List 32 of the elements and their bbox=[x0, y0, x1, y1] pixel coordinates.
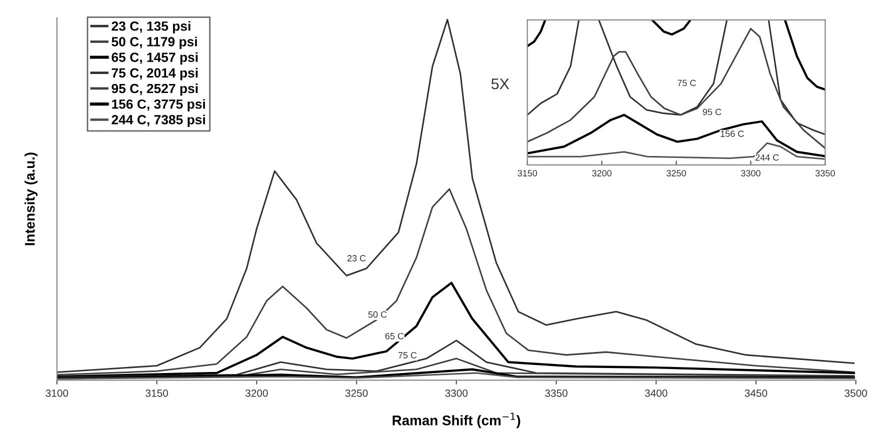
x-axis-title: Raman Shift (cm$^{−1}$) bbox=[392, 412, 520, 428]
x-tick-label: 3250 bbox=[666, 170, 686, 176]
annotation: 244 C bbox=[756, 154, 779, 161]
legend-label: 95 C, 2527 psi bbox=[112, 83, 198, 96]
annotation: 95 C bbox=[702, 108, 722, 116]
x-tick-label: 3200 bbox=[592, 170, 612, 176]
annotation: 75 C bbox=[678, 80, 696, 86]
annotation: 5X bbox=[491, 78, 510, 90]
x-tick-label: 3450 bbox=[744, 389, 768, 397]
x-tick-label: 3350 bbox=[815, 170, 835, 176]
annotation: 156 C bbox=[720, 130, 744, 137]
annotation: 65 C bbox=[385, 332, 404, 340]
x-tick-label: 3500 bbox=[844, 389, 868, 397]
legend-label: 75 C, 2014 psi bbox=[112, 68, 198, 80]
x-tick-label: 3150 bbox=[518, 170, 538, 176]
annotation: 23 C bbox=[347, 255, 366, 262]
y-axis-title: Intensity (a.u.) bbox=[24, 152, 38, 246]
x-tick-label: 3150 bbox=[146, 389, 168, 397]
legend-label: 244 C, 7385 psi bbox=[112, 114, 205, 127]
legend-label: 23 C, 135 psi bbox=[112, 21, 190, 34]
legend-label: 156 C, 3775 psi bbox=[112, 99, 205, 112]
legend-label: 50 C, 1179 psi bbox=[112, 36, 197, 49]
x-tick-label: 3350 bbox=[545, 389, 568, 397]
x-tick-label: 3250 bbox=[345, 389, 368, 397]
x-tick-label: 3100 bbox=[46, 389, 68, 397]
x-tick-label: 3300 bbox=[741, 170, 760, 176]
x-tick-label: 3400 bbox=[644, 389, 668, 397]
annotation: 50 C bbox=[368, 311, 387, 318]
x-tick-label: 3200 bbox=[245, 389, 268, 397]
x-tick-label: 3300 bbox=[445, 389, 468, 397]
annotation: 75 C bbox=[398, 352, 417, 358]
legend-label: 65 C, 1457 psi bbox=[112, 52, 198, 65]
